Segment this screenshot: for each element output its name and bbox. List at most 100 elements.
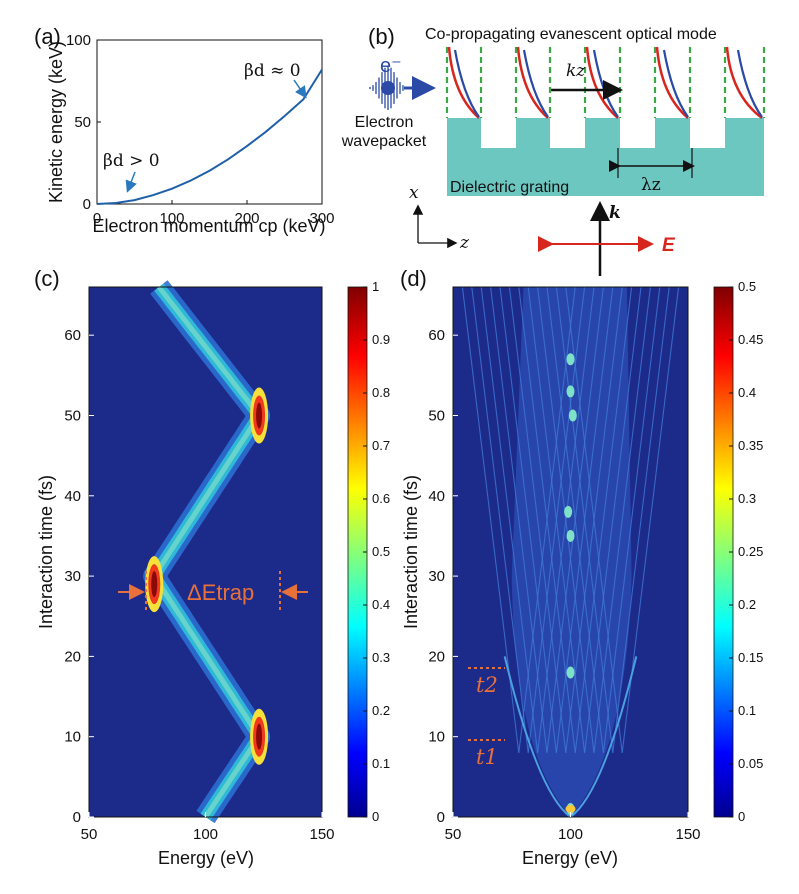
bright-branch bbox=[503, 656, 572, 818]
turning-point-core bbox=[256, 402, 263, 429]
colorbar-tick-label: 0.2 bbox=[738, 597, 756, 612]
origin-hot-spot bbox=[565, 804, 576, 813]
colorbar-tick-label: 0.25 bbox=[738, 544, 763, 559]
beta-d-positive-label: βd > 0 bbox=[103, 151, 160, 171]
panel-c-ylabel: Interaction time (fs) bbox=[36, 475, 56, 629]
colorbar-tick-label: 0.05 bbox=[738, 756, 763, 771]
bright-spot bbox=[564, 505, 573, 518]
panel-a: (a) 0 100 200 300 0 50 100 Electron momentum c… bbox=[34, 24, 335, 236]
y-tick-label: 50 bbox=[428, 407, 445, 424]
evanescent-field-curves bbox=[445, 46, 766, 120]
x-tick-label: 100 bbox=[159, 210, 184, 227]
beta-d-zero-arrow bbox=[293, 79, 307, 99]
colorbar-tick-label: 0.1 bbox=[738, 703, 756, 718]
x-tick-label: 150 bbox=[309, 826, 334, 843]
y-tick-label: 60 bbox=[428, 327, 445, 344]
y-tick-label: 0 bbox=[73, 809, 81, 826]
colorbar-tick-label: 0 bbox=[372, 809, 379, 824]
red-decay-curve bbox=[655, 46, 689, 119]
colorbar-tick-label: 0 bbox=[738, 809, 745, 824]
beta-d-zero-label: βd ≈ 0 bbox=[244, 61, 301, 81]
panel-c-ticks: 50 100 150 0 10 20 30 40 50 60 bbox=[64, 327, 334, 843]
x-tick-label: 50 bbox=[445, 826, 462, 843]
electron-dot bbox=[381, 81, 395, 95]
delta-e-trap-label: ΔEtrap bbox=[187, 580, 254, 605]
interference-line bbox=[480, 286, 539, 753]
y-tick-label: 20 bbox=[64, 648, 81, 665]
y-tick-label: 10 bbox=[428, 729, 445, 746]
interference-line bbox=[490, 286, 548, 753]
y-tick-label: 40 bbox=[64, 488, 81, 505]
bright-spot bbox=[568, 409, 577, 422]
panel-c-label: (c) bbox=[34, 266, 60, 291]
e-label: E bbox=[662, 235, 676, 256]
x-tick-label: 100 bbox=[193, 826, 218, 843]
kinetic-energy-curve bbox=[96, 68, 323, 205]
bright-branch bbox=[569, 656, 638, 818]
colorbar-tick-label: 0.5 bbox=[738, 279, 756, 294]
t2-label: t2 bbox=[476, 673, 498, 697]
colorbar-tick-label: 0.35 bbox=[738, 438, 763, 453]
lambda-label: λz bbox=[641, 175, 661, 195]
colorbar-tick-label: 0.5 bbox=[372, 544, 390, 559]
x-tick-label: 0 bbox=[93, 210, 101, 227]
interference-line bbox=[471, 286, 529, 753]
panel-c-xlabel: Energy (eV) bbox=[158, 848, 254, 868]
panel-a-ylabel: Kinetic energy (keV) bbox=[46, 41, 66, 203]
kz-label: kz bbox=[566, 61, 586, 81]
panel-d-ylabel: Interaction time (fs) bbox=[401, 475, 421, 629]
interference-line bbox=[508, 286, 567, 753]
red-decay-curve bbox=[725, 46, 763, 120]
electron-label-line2: wavepacket bbox=[341, 133, 427, 150]
colorbar-tick-label: 0.4 bbox=[372, 597, 390, 612]
panel-d-xlabel: Energy (eV) bbox=[522, 848, 618, 868]
y-tick-label: 40 bbox=[428, 488, 445, 505]
blue-decay-curve bbox=[736, 49, 763, 118]
x-tick-label: 300 bbox=[309, 210, 334, 227]
k-label: k bbox=[609, 203, 621, 223]
blue-decay-curve bbox=[662, 49, 689, 118]
mode-title: Co-propagating evanescent optical mode bbox=[425, 26, 717, 43]
colorbar-tick-label: 0.3 bbox=[372, 650, 390, 665]
turning-point-core bbox=[151, 571, 158, 598]
interference-line bbox=[537, 286, 595, 753]
turning-point-core bbox=[256, 723, 263, 750]
y-tick-label: 0 bbox=[437, 809, 445, 826]
colorbar-tick-label: 0.9 bbox=[372, 332, 390, 347]
y-tick-label: 30 bbox=[428, 568, 445, 585]
x-tick-label: 100 bbox=[558, 826, 583, 843]
interference-line bbox=[546, 286, 604, 753]
colorbar-tick-label: 0.3 bbox=[738, 491, 756, 506]
y-tick-label: 20 bbox=[428, 648, 445, 665]
panel-a-xlabel: Electron momentum cp (keV) bbox=[92, 216, 325, 236]
axis-x-label: x bbox=[409, 183, 419, 203]
interference-line bbox=[499, 286, 557, 753]
bright-spot bbox=[566, 529, 575, 542]
y-tick-label: 30 bbox=[64, 568, 81, 585]
y-tick-label: 100 bbox=[66, 32, 91, 49]
interference-line bbox=[518, 286, 576, 753]
red-decay-curve bbox=[516, 46, 549, 119]
x-tick-label: 50 bbox=[81, 826, 98, 843]
panel-d-label: (d) bbox=[400, 266, 427, 291]
interference-line bbox=[527, 286, 586, 753]
interference-line bbox=[612, 286, 670, 753]
panel-a-ticks: 0 100 200 300 0 50 100 bbox=[66, 32, 335, 227]
y-tick-label: 0 bbox=[83, 196, 91, 213]
colorbar-tick-label: 0.1 bbox=[372, 756, 390, 771]
x-tick-label: 150 bbox=[675, 826, 700, 843]
colorbar-tick-label: 0.45 bbox=[738, 332, 763, 347]
colorbar-tick-label: 0.15 bbox=[738, 650, 763, 665]
grating-label: Dielectric grating bbox=[450, 179, 569, 196]
panel-d-ticks: 50 100 150 0 10 20 30 40 50 60 bbox=[428, 327, 700, 843]
interference-line bbox=[555, 286, 614, 753]
colorbar-tick-label: 1 bbox=[372, 279, 379, 294]
bright-spot bbox=[566, 353, 575, 366]
y-tick-label: 50 bbox=[64, 407, 81, 424]
colorbar-tick-label: 0.7 bbox=[372, 438, 390, 453]
y-tick-label: 50 bbox=[74, 114, 91, 131]
panel-c-heatmap-bg bbox=[89, 287, 322, 817]
bright-spot bbox=[566, 666, 575, 679]
colorbar-tick-label: 0.6 bbox=[372, 491, 390, 506]
